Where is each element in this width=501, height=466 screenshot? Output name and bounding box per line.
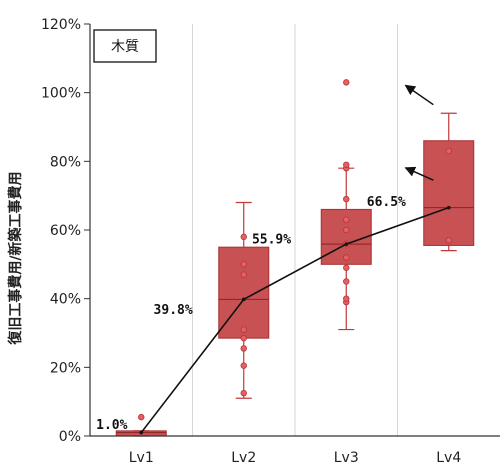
data-point (343, 295, 350, 302)
mean-label-lv2: 39.8% (154, 303, 193, 318)
y-tick-label: 100% (41, 86, 81, 102)
y-tick-label: 40% (50, 292, 81, 308)
annotation-arrows (404, 84, 434, 181)
axes: 0% 20% 40% 60% 80% 100% 120% Lv1 Lv2 Lv3 Lv4 (41, 17, 500, 466)
data-point (343, 226, 350, 234)
data-point (240, 271, 247, 278)
box-lv2 (218, 246, 270, 339)
mean-label-lv4: 66.5% (367, 195, 406, 210)
mean-point (344, 242, 349, 246)
title-frame (93, 29, 157, 63)
data-point (240, 345, 247, 352)
annotation-arrow (404, 84, 434, 106)
x-tick-label: Lv3 (334, 450, 359, 466)
chart-title: 木質 (111, 39, 139, 55)
annotation-arrow (404, 166, 434, 181)
data-point (240, 261, 247, 268)
data-point (445, 237, 452, 244)
mean-label-lv3: 55.9% (252, 233, 291, 248)
point-series (138, 79, 452, 421)
y-tick-label: 0% (59, 429, 81, 445)
data-point (240, 334, 247, 342)
box-lv4 (423, 140, 475, 246)
mean-line (140, 206, 450, 434)
y-tick-label: 120% (41, 17, 81, 33)
data-point (240, 233, 247, 241)
mean-point (139, 430, 144, 435)
y-axis-label: 復旧工事費用/新築工事費用 (7, 171, 24, 345)
data-point (343, 278, 350, 285)
y-tick-label: 80% (50, 154, 81, 170)
data-point (343, 79, 350, 86)
data-point (138, 413, 145, 421)
grid-lines (192, 24, 398, 436)
data-point (240, 389, 247, 397)
mean-label-lv1: 1.0% (96, 418, 127, 433)
x-tick-label: Lv4 (436, 450, 461, 466)
mean-point (446, 205, 451, 210)
data-point (445, 147, 452, 155)
x-tick-label: Lv2 (231, 450, 256, 466)
y-tick-label: 20% (50, 360, 81, 376)
mean-line-series (139, 205, 451, 435)
data-point (343, 195, 350, 203)
data-point (343, 254, 350, 261)
data-point (343, 161, 350, 168)
data-point (240, 362, 247, 369)
y-tick-label: 60% (50, 223, 81, 239)
data-point (240, 326, 247, 333)
data-point (343, 264, 350, 271)
mean-point (241, 297, 246, 302)
data-labels: 1.0% 39.8% 55.9% 66.5% (96, 195, 406, 433)
x-tick-label: Lv1 (129, 450, 154, 466)
title-box: 木質 (93, 29, 157, 63)
data-point (343, 216, 350, 223)
